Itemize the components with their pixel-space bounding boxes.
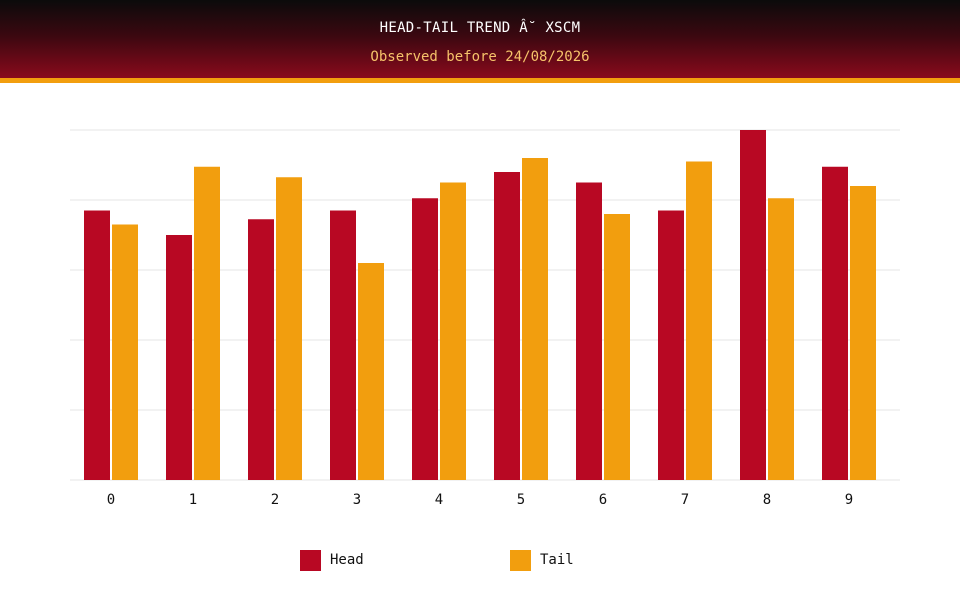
bar-head-3	[330, 210, 356, 480]
bar-tail-7	[686, 161, 712, 480]
bar-head-5	[494, 172, 520, 480]
x-tick-label: 3	[353, 492, 361, 508]
bar-tail-4	[440, 182, 466, 480]
bar-head-0	[84, 210, 110, 480]
x-tick-label: 0	[107, 492, 115, 508]
bar-tail-9	[850, 186, 876, 480]
header-banner	[0, 0, 960, 78]
x-tick-label: 6	[599, 492, 607, 508]
x-tick-label: 1	[189, 492, 197, 508]
x-tick-label: 7	[681, 492, 689, 508]
bar-head-1	[166, 235, 192, 480]
x-tick-label: 5	[517, 492, 525, 508]
bar-tail-0	[112, 224, 138, 480]
chart-title: HEAD-TAIL TREND Â˘ XSCM	[379, 20, 581, 36]
legend-swatch-tail	[510, 549, 531, 571]
chart-subtitle: Observed before 24/08/2026	[370, 49, 590, 65]
legend-item-head: Head	[300, 549, 364, 571]
header-accent-stripe	[0, 78, 960, 83]
bar-head-9	[822, 166, 848, 480]
bars	[84, 130, 876, 480]
legend-swatch-head	[300, 549, 321, 571]
bar-tail-8	[768, 198, 794, 480]
x-tick-label: 2	[271, 492, 279, 508]
x-tick-label: 8	[763, 492, 771, 508]
bar-tail-2	[276, 177, 302, 480]
bar-tail-3	[358, 263, 384, 480]
legend-label-tail: Tail	[540, 552, 574, 568]
bar-head-6	[576, 182, 602, 480]
bar-head-2	[248, 219, 274, 480]
bar-head-7	[658, 210, 684, 480]
legend: Head Tail	[0, 549, 960, 573]
legend-label-head: Head	[330, 552, 364, 568]
legend-item-tail: Tail	[510, 549, 574, 571]
x-tick-label: 9	[845, 492, 853, 508]
bar-head-4	[412, 198, 438, 480]
x-axis-ticks: 0 1 2 3 4 5 6 7 8 9	[107, 492, 853, 508]
x-tick-label: 4	[435, 492, 443, 508]
bar-tail-6	[604, 214, 630, 480]
bar-tail-1	[194, 166, 220, 480]
bar-head-8	[740, 130, 766, 480]
bar-tail-5	[522, 158, 548, 480]
